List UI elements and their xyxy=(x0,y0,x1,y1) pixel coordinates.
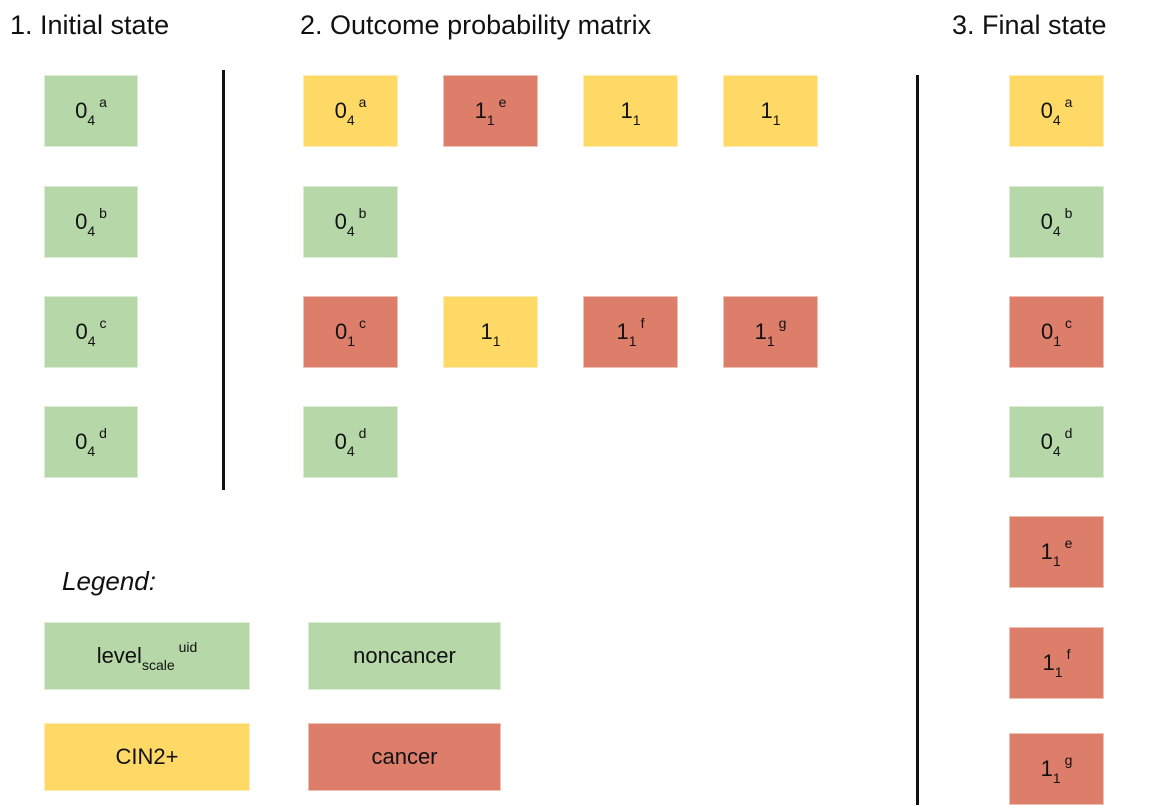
divider xyxy=(916,75,919,805)
uid: d xyxy=(358,425,367,441)
level: 1 xyxy=(1040,539,1053,564)
uid: e xyxy=(1064,535,1073,551)
scale: 1 xyxy=(1054,664,1063,680)
uid: a xyxy=(1064,94,1073,110)
scale: 4 xyxy=(346,112,355,128)
initial-title: 1. Initial state xyxy=(10,10,170,40)
level: 1 xyxy=(480,319,493,344)
level: 0 xyxy=(1040,98,1053,123)
uid: g xyxy=(1064,752,1073,768)
label: CIN2+ xyxy=(115,744,179,769)
scale: 1 xyxy=(1052,553,1061,569)
legend-title: Legend: xyxy=(62,566,156,596)
uid: a xyxy=(99,94,107,110)
level: 0 xyxy=(334,209,347,234)
uid: b xyxy=(99,205,107,221)
level: 0 xyxy=(1040,429,1053,454)
uid: b xyxy=(358,205,367,221)
uid: f xyxy=(1066,646,1071,662)
level: 0 xyxy=(334,98,347,123)
level: 1 xyxy=(474,98,487,123)
scale: 4 xyxy=(87,443,96,459)
scale: 4 xyxy=(346,443,355,459)
scale: 4 xyxy=(346,223,355,239)
level: 0 xyxy=(1040,319,1054,344)
level: 0 xyxy=(75,429,88,454)
uid: e xyxy=(498,94,507,110)
uid: uid xyxy=(178,639,198,655)
level: 0 xyxy=(75,98,88,123)
uid: a xyxy=(358,94,367,110)
uid: d xyxy=(99,425,107,441)
scale: 1 xyxy=(492,333,501,349)
level: 1 xyxy=(1042,650,1055,675)
label: noncancer xyxy=(353,643,456,668)
scale: 1 xyxy=(486,112,495,128)
scale: 4 xyxy=(1052,443,1061,459)
divider xyxy=(222,70,225,490)
scale: 1 xyxy=(628,333,637,349)
state-box: noncancer xyxy=(308,622,501,690)
label: cancer xyxy=(371,744,438,769)
level: 1 xyxy=(1040,756,1053,781)
uid: d xyxy=(1064,425,1073,441)
level: 0 xyxy=(334,319,348,344)
scale: 4 xyxy=(87,333,96,349)
scale: 4 xyxy=(1052,112,1061,128)
level: 0 xyxy=(1040,209,1053,234)
level: 0 xyxy=(75,319,88,344)
scale: 1 xyxy=(632,112,641,128)
state-box: cancer xyxy=(308,723,501,791)
scale: 1 xyxy=(766,333,775,349)
level: 1 xyxy=(754,319,767,344)
scale: 4 xyxy=(1052,223,1061,239)
level: level xyxy=(96,643,142,668)
level: 0 xyxy=(75,209,88,234)
uid: c xyxy=(99,315,107,331)
scale: 1 xyxy=(1052,770,1061,786)
scale: 1 xyxy=(1053,333,1062,349)
level: 1 xyxy=(760,98,773,123)
uid: c xyxy=(359,315,367,331)
uid: g xyxy=(778,315,787,331)
state-box: CIN2+ xyxy=(44,723,250,791)
level: 1 xyxy=(620,98,633,123)
scale: 1 xyxy=(347,333,356,349)
level: 1 xyxy=(616,319,629,344)
scale: 4 xyxy=(87,223,96,239)
uid: b xyxy=(1064,205,1073,221)
uid: c xyxy=(1065,315,1073,331)
level: 0 xyxy=(334,429,347,454)
scale: 1 xyxy=(772,112,781,128)
state-box: level scale uid xyxy=(44,622,250,690)
scale: scale xyxy=(141,657,175,673)
final-title: 3. Final state xyxy=(952,10,1107,40)
matrix-title: 2. Outcome probability matrix xyxy=(300,10,652,40)
scale: 4 xyxy=(87,112,96,128)
uid: f xyxy=(640,315,645,331)
